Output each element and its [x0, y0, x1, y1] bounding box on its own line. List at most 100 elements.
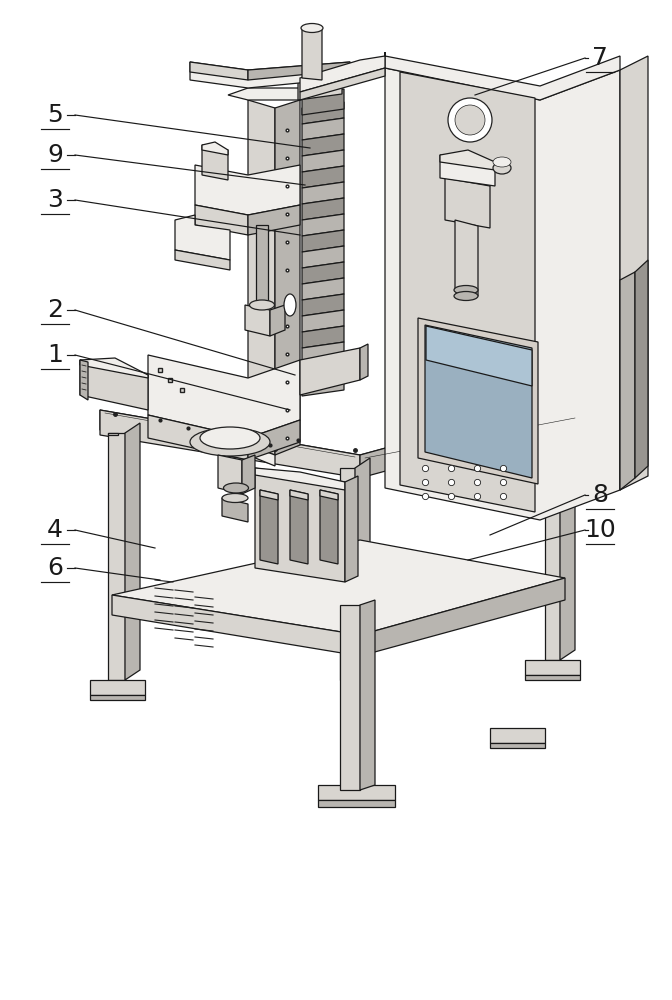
Polygon shape — [300, 56, 385, 92]
Polygon shape — [108, 433, 118, 435]
Polygon shape — [248, 420, 300, 460]
Polygon shape — [190, 62, 248, 80]
Polygon shape — [302, 262, 344, 284]
Polygon shape — [302, 134, 344, 156]
Polygon shape — [360, 395, 580, 478]
Polygon shape — [202, 145, 228, 180]
Polygon shape — [100, 395, 580, 475]
Polygon shape — [620, 272, 635, 490]
Polygon shape — [302, 326, 344, 348]
Polygon shape — [525, 660, 580, 675]
Polygon shape — [248, 100, 275, 455]
Polygon shape — [302, 342, 344, 364]
Text: 1: 1 — [47, 343, 63, 367]
Polygon shape — [302, 198, 344, 220]
Polygon shape — [426, 326, 532, 386]
Polygon shape — [148, 355, 300, 438]
Polygon shape — [255, 468, 345, 582]
Polygon shape — [302, 278, 344, 300]
Text: 9: 9 — [47, 143, 63, 167]
Polygon shape — [320, 490, 338, 564]
Text: 5: 5 — [47, 103, 63, 127]
Polygon shape — [302, 214, 344, 236]
Polygon shape — [302, 102, 344, 124]
Polygon shape — [112, 595, 360, 656]
Polygon shape — [290, 490, 308, 500]
Polygon shape — [385, 68, 620, 520]
Polygon shape — [228, 88, 320, 100]
Polygon shape — [255, 468, 345, 490]
Text: 7: 7 — [592, 46, 608, 70]
Ellipse shape — [284, 294, 296, 316]
Polygon shape — [360, 600, 375, 790]
Ellipse shape — [190, 428, 270, 456]
Polygon shape — [340, 605, 360, 790]
Polygon shape — [112, 540, 565, 635]
Polygon shape — [90, 695, 145, 700]
Polygon shape — [345, 476, 358, 582]
Polygon shape — [302, 150, 344, 172]
Polygon shape — [175, 250, 230, 270]
Polygon shape — [302, 230, 344, 252]
Ellipse shape — [493, 157, 511, 167]
Polygon shape — [340, 468, 355, 680]
Polygon shape — [490, 728, 545, 743]
Polygon shape — [302, 294, 344, 316]
Polygon shape — [195, 165, 300, 215]
Polygon shape — [620, 56, 648, 490]
Polygon shape — [440, 150, 495, 170]
Polygon shape — [245, 305, 270, 336]
Text: 8: 8 — [592, 483, 608, 507]
Polygon shape — [148, 415, 248, 460]
Polygon shape — [256, 225, 268, 310]
Polygon shape — [302, 310, 344, 332]
Polygon shape — [445, 168, 490, 186]
Polygon shape — [318, 800, 395, 807]
Polygon shape — [222, 498, 248, 522]
Polygon shape — [445, 172, 490, 228]
Ellipse shape — [454, 286, 478, 294]
Polygon shape — [248, 62, 350, 80]
Polygon shape — [490, 743, 545, 748]
Polygon shape — [275, 100, 300, 455]
Polygon shape — [302, 182, 344, 204]
Ellipse shape — [301, 23, 323, 32]
Polygon shape — [195, 205, 248, 235]
Ellipse shape — [493, 162, 511, 174]
Polygon shape — [80, 360, 88, 400]
Polygon shape — [635, 260, 648, 478]
Polygon shape — [202, 142, 228, 155]
Polygon shape — [242, 455, 255, 494]
Polygon shape — [80, 358, 148, 378]
Polygon shape — [100, 410, 360, 478]
Polygon shape — [385, 52, 620, 100]
Polygon shape — [260, 490, 278, 500]
Polygon shape — [175, 215, 230, 260]
Polygon shape — [302, 246, 344, 268]
Polygon shape — [90, 680, 145, 695]
Ellipse shape — [200, 427, 260, 449]
Polygon shape — [545, 395, 560, 660]
Text: 3: 3 — [47, 188, 63, 212]
Polygon shape — [318, 785, 395, 800]
Ellipse shape — [224, 483, 249, 493]
Polygon shape — [355, 458, 370, 680]
Polygon shape — [270, 305, 285, 336]
Ellipse shape — [454, 292, 478, 300]
Text: 4: 4 — [47, 518, 63, 542]
Polygon shape — [360, 578, 565, 656]
Circle shape — [455, 105, 485, 135]
Ellipse shape — [249, 300, 274, 310]
Polygon shape — [80, 360, 148, 410]
Polygon shape — [400, 72, 535, 512]
Polygon shape — [298, 68, 342, 100]
Polygon shape — [302, 358, 344, 380]
Circle shape — [448, 98, 492, 142]
Ellipse shape — [222, 493, 248, 502]
Polygon shape — [290, 490, 308, 564]
Polygon shape — [320, 490, 338, 500]
Polygon shape — [560, 385, 575, 660]
Polygon shape — [440, 155, 495, 186]
Polygon shape — [125, 423, 140, 680]
Polygon shape — [248, 205, 300, 235]
